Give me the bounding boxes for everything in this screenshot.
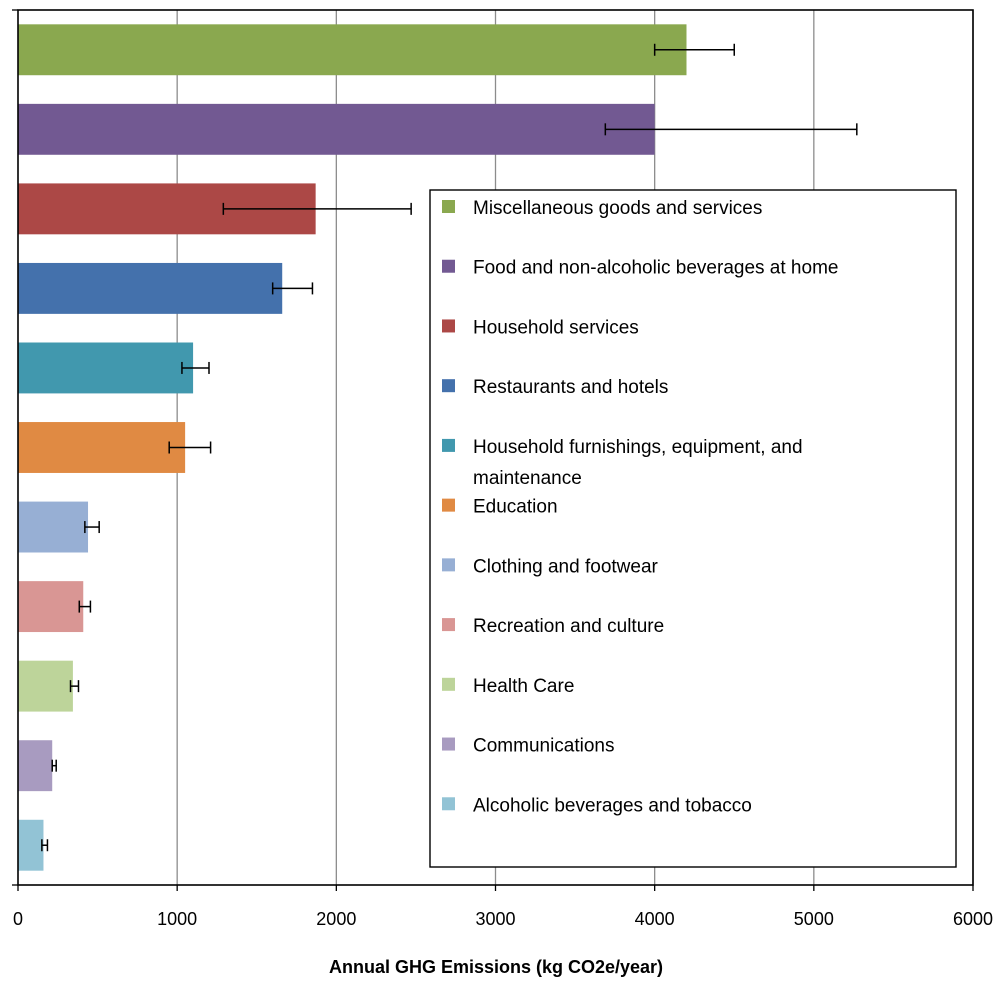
bar-5 xyxy=(18,422,186,473)
legend-swatch-8 xyxy=(442,677,455,691)
legend-swatch-5 xyxy=(442,498,455,512)
axes: 0 1000 2000 3000 4000 5000 6000 xyxy=(12,9,993,929)
legend-swatch-0 xyxy=(442,200,455,213)
legend-swatch-7 xyxy=(442,618,455,632)
legend-label-10: Alcoholic beverages and tobacco xyxy=(473,795,752,816)
legend-swatch-4 xyxy=(442,438,455,452)
legend-label-9: Communications xyxy=(473,736,615,757)
bar-4 xyxy=(18,342,194,394)
legend-label-0: Miscellaneous goods and services xyxy=(473,198,762,219)
legend-swatch-9 xyxy=(442,737,455,751)
legend-swatch-3 xyxy=(442,379,455,393)
legend-label-3: Restaurants and hotels xyxy=(473,377,668,398)
legend-label-1: Food and non-alcoholic beverages at home xyxy=(473,258,838,279)
x-tick-label-6000: 6000 xyxy=(953,909,993,929)
bars xyxy=(18,24,687,871)
x-tick-label-2000: 2000 xyxy=(316,909,356,929)
legend-label-4-line-2: maintenance xyxy=(473,468,582,489)
bar-9 xyxy=(18,740,53,792)
error-bars xyxy=(41,43,858,852)
x-tick-label-0: 0 xyxy=(13,909,23,929)
legend-swatch-2 xyxy=(442,319,455,333)
legend-label-5: Education xyxy=(473,497,558,518)
legend-label-2: Household services xyxy=(473,317,639,338)
bar-3 xyxy=(18,262,283,314)
bar-7 xyxy=(18,581,84,633)
bar-8 xyxy=(18,660,73,712)
x-tick-label-3000: 3000 xyxy=(475,909,515,929)
bar-0 xyxy=(18,24,687,76)
x-tick-label-4000: 4000 xyxy=(635,909,675,929)
legend-swatch-1 xyxy=(442,259,455,273)
legend-box xyxy=(429,189,957,868)
legend-swatch-6 xyxy=(442,558,455,572)
bar-10 xyxy=(18,819,44,871)
x-tick-label-1000: 1000 xyxy=(157,909,197,929)
legend-label-8: Health Care xyxy=(473,676,574,697)
bar-1 xyxy=(18,103,655,155)
x-axis-title: Annual GHG Emissions (kg CO2e/year) xyxy=(329,957,663,977)
legend-label-4: Household furnishings, equipment, and xyxy=(473,437,803,458)
legend-label-7: Recreation and culture xyxy=(473,616,664,637)
legend-swatch-10 xyxy=(442,797,455,811)
x-tick-label-5000: 5000 xyxy=(794,909,834,929)
legend: Miscellaneous goods and services Food and… xyxy=(429,189,957,868)
legend-label-6: Clothing and footwear xyxy=(473,556,659,577)
bar-6 xyxy=(18,501,89,553)
